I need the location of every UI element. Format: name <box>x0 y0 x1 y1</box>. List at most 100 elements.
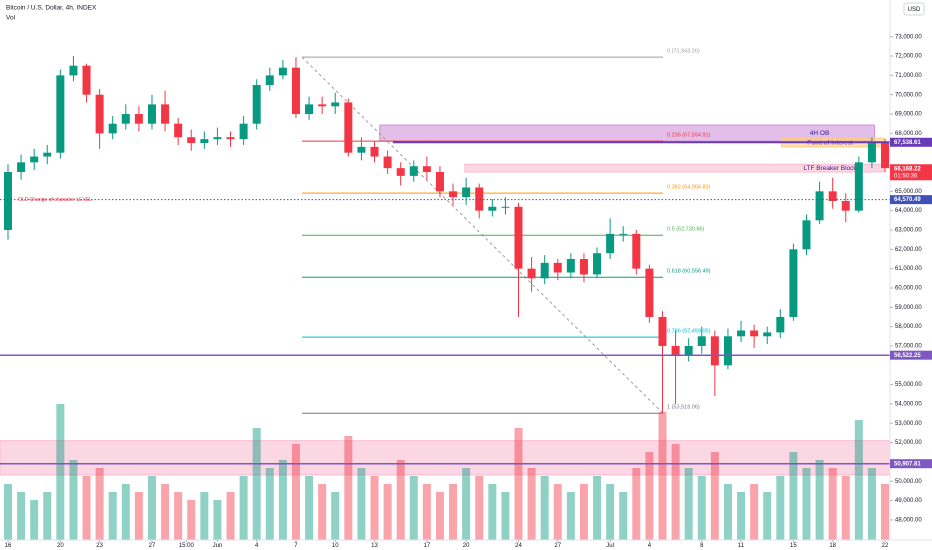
candle-body <box>252 85 261 124</box>
candle-body <box>854 162 863 211</box>
volume-bar <box>278 460 287 540</box>
candle-body <box>213 137 222 140</box>
x-tick-label: 27 <box>554 543 561 549</box>
volume-bar <box>553 484 562 540</box>
volume-bar <box>462 468 471 540</box>
volume-bar <box>43 492 52 540</box>
x-tick-label: 15:00 <box>179 543 195 549</box>
x-tick-label: 20 <box>463 543 470 549</box>
x-tick-label: 15 <box>790 543 797 549</box>
candle-body <box>396 168 405 176</box>
candle-body <box>501 206 510 208</box>
volume-bar <box>357 468 366 540</box>
fib-label: 0.382 (64,904.83) <box>667 185 711 191</box>
volume-bar <box>370 476 379 540</box>
candle-body <box>3 172 12 230</box>
candle-body <box>187 137 196 144</box>
volume-bar <box>69 460 78 540</box>
fib-label: 0.618 (60,556.49) <box>667 269 711 275</box>
volume-bar <box>684 468 693 540</box>
candle-body <box>684 345 693 356</box>
candle-body <box>357 146 366 153</box>
candle-body <box>449 191 458 198</box>
candle-body <box>200 139 209 144</box>
volume-bar <box>449 484 458 540</box>
x-tick-label: Jul <box>606 543 614 549</box>
volume-bar <box>501 492 510 540</box>
candle-body <box>82 65 91 95</box>
volume-bar <box>213 500 222 540</box>
volume-bar <box>815 460 824 540</box>
volume-bar <box>632 468 641 540</box>
x-tick-label: 7 <box>294 543 298 549</box>
volume-bar <box>488 484 497 540</box>
x-tick-label: 16 <box>5 543 12 549</box>
candle-body <box>239 123 248 140</box>
volume-bar <box>383 484 392 540</box>
level-note: OLD Change of character LEVEL <box>18 197 92 203</box>
price-tag-label: 67,538.61 <box>894 140 921 146</box>
y-tick-label: 64,000.00 <box>895 208 922 214</box>
y-tick-label: 69,000.00 <box>895 112 922 118</box>
candle-body <box>147 104 156 124</box>
y-tick-label: 68,000.00 <box>895 131 922 137</box>
pane-label: Vol <box>6 15 16 22</box>
y-tick-label: 65,000.00 <box>895 189 922 195</box>
candle-body <box>291 67 300 115</box>
volume-bar <box>723 484 732 540</box>
volume-bar <box>750 484 759 540</box>
price-axis <box>890 0 932 550</box>
last-price-label: 66,168.22 <box>894 166 921 172</box>
candle-body <box>645 268 654 317</box>
candle-body <box>815 191 824 221</box>
fib-label: 0.236 (67,594.91) <box>667 133 711 139</box>
volume-bar <box>200 492 209 540</box>
volume-bar <box>331 492 340 540</box>
candle-body <box>776 316 785 333</box>
currency[interactable]: USD <box>908 7 921 13</box>
candle-body <box>579 258 588 275</box>
plot-area: 4H OBPoint of InterestLTF Breaker Block0… <box>0 49 891 540</box>
candle-body <box>462 187 471 198</box>
currency-box[interactable] <box>903 2 925 16</box>
volume-bar <box>802 468 811 540</box>
y-tick-label: 53,000.00 <box>895 421 922 427</box>
price-tag <box>890 195 932 205</box>
volume-bar <box>514 428 523 540</box>
candle-body <box>881 143 890 169</box>
candle-body <box>841 201 850 211</box>
candle-body <box>488 206 497 211</box>
x-tick-label: 11 <box>738 543 745 549</box>
x-tick-label: 22 <box>882 543 889 549</box>
zone-label: LTF Breaker Block <box>803 165 857 172</box>
price-tag <box>890 137 932 147</box>
candle-body <box>763 332 772 337</box>
volume-bar <box>318 484 327 540</box>
volume-bar <box>619 492 628 540</box>
candle-body <box>56 75 65 153</box>
volume-bar <box>828 468 837 540</box>
fib-label: 0 (71,943.26) <box>667 49 700 55</box>
last-price-tag <box>890 164 932 181</box>
candle-body <box>553 262 562 273</box>
price-tag-label: 50,907.81 <box>894 461 921 467</box>
candle-body <box>43 152 52 157</box>
candle-body <box>435 172 444 192</box>
y-tick-label: 49,000.00 <box>895 498 922 504</box>
price-tag <box>890 350 932 360</box>
x-tick-label: 8 <box>700 543 704 549</box>
volume-bar <box>841 476 850 540</box>
candle-body <box>737 330 746 337</box>
y-tick-label: 63,000.00 <box>895 228 922 234</box>
candle-body <box>174 123 183 138</box>
x-tick-label: 13 <box>371 543 378 549</box>
candle-body <box>344 102 353 153</box>
volume-bar <box>593 476 602 540</box>
fib-label: 0.786 (57,459.05) <box>667 329 711 335</box>
candle-body <box>540 262 549 279</box>
candle-body <box>95 94 104 134</box>
candle-body <box>331 102 340 107</box>
candle-body <box>278 67 287 76</box>
volume-bar <box>305 476 314 540</box>
candle-body <box>226 137 235 140</box>
